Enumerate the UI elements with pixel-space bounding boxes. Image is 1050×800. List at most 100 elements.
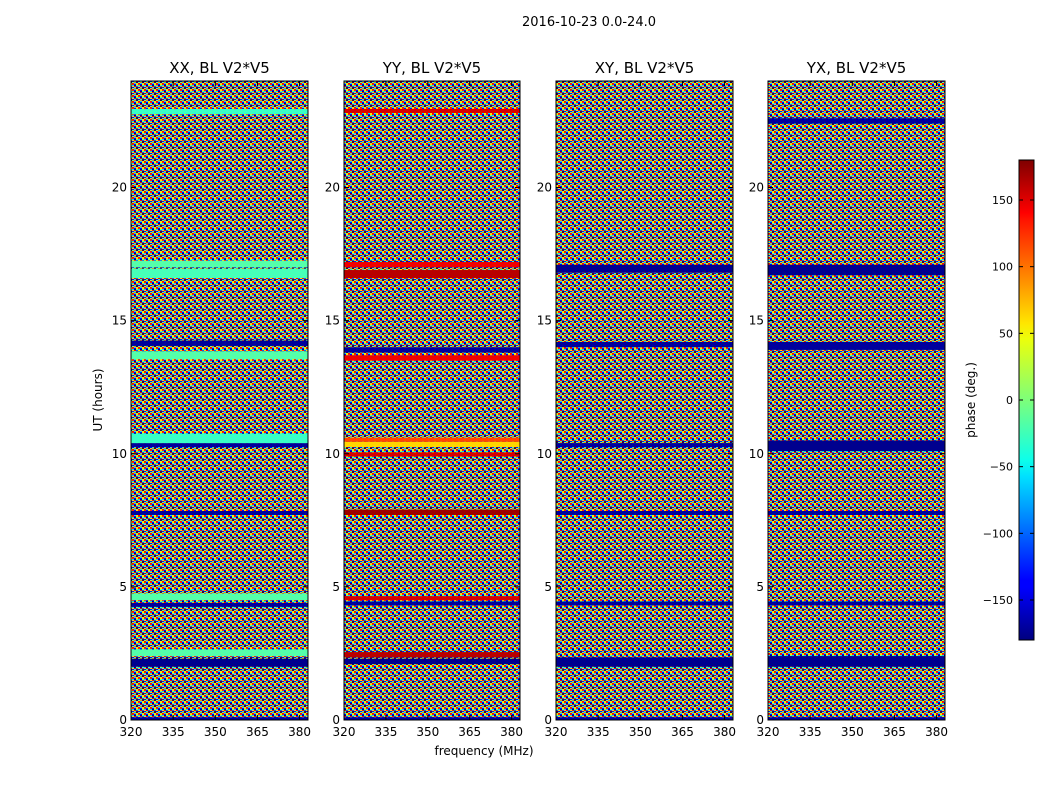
colorbar-tick-label: 50 bbox=[999, 327, 1013, 340]
x-tick-label: 335 bbox=[374, 725, 397, 739]
phase-band bbox=[768, 341, 945, 350]
x-tick-label: 365 bbox=[671, 725, 694, 739]
phase-band bbox=[131, 340, 308, 346]
panel-background bbox=[344, 81, 520, 720]
x-tick-label: 380 bbox=[500, 725, 523, 739]
phase-band bbox=[131, 443, 308, 448]
y-tick-label: 20 bbox=[112, 181, 127, 195]
phase-band bbox=[131, 510, 308, 515]
colorbar-tick-label: −50 bbox=[990, 461, 1013, 474]
x-axis: 320 335 350 365 380 bbox=[545, 81, 736, 739]
y-tick-label: 10 bbox=[112, 447, 127, 461]
x-tick-label: 365 bbox=[883, 725, 906, 739]
y-tick-label: 15 bbox=[537, 314, 552, 328]
x-tick-label: 365 bbox=[246, 725, 269, 739]
figure-suptitle: 2016-10-23 0.0-24.0 bbox=[522, 15, 656, 30]
y-tick-label: 10 bbox=[537, 447, 552, 461]
phase-band bbox=[131, 593, 308, 601]
y-tick-label: 10 bbox=[749, 447, 764, 461]
y-axis: 0 5 10 15 20 bbox=[325, 181, 520, 727]
colorbar-ticks: −150 −100 −50 0 50 100 150 bbox=[983, 194, 1034, 607]
panel-background bbox=[556, 81, 733, 720]
phase-bands bbox=[131, 108, 308, 720]
panel-yy: YY, BL V2*V5 320 335 350 365 380 0 5 10 15 20 bbox=[325, 59, 523, 739]
y-tick-label: 5 bbox=[119, 580, 127, 594]
phase-band bbox=[556, 510, 733, 515]
phase-band bbox=[344, 355, 520, 361]
colorbar-tick-label: 0 bbox=[1006, 394, 1013, 407]
phase-band bbox=[344, 437, 520, 442]
panel-xy: XY, BL V2*V5 320 335 350 365 380 0 5 10 15 20 bbox=[537, 59, 736, 739]
phase-band bbox=[344, 441, 520, 448]
phase-band bbox=[131, 649, 308, 657]
panel-yx: YX, BL V2*V5 320 335 350 365 380 0 5 10 15 20 bbox=[749, 59, 948, 739]
phase-band bbox=[344, 347, 520, 353]
x-tick-label: 380 bbox=[713, 725, 736, 739]
y-tick-label: 5 bbox=[756, 580, 764, 594]
colorbar-tick-label: −100 bbox=[983, 527, 1013, 540]
x-axis: 320 335 350 365 380 bbox=[333, 81, 523, 739]
phase-band bbox=[131, 602, 308, 607]
y-tick-label: 0 bbox=[756, 713, 764, 727]
y-tick-label: 15 bbox=[749, 314, 764, 328]
phase-band bbox=[556, 264, 733, 273]
colorbar-tick-label: 100 bbox=[992, 261, 1013, 274]
panel-frame bbox=[343, 80, 521, 721]
y-tick-label: 0 bbox=[332, 713, 340, 727]
y-tick-label: 5 bbox=[544, 580, 552, 594]
y-axis: 0 5 10 15 20 bbox=[537, 181, 733, 727]
x-tick-label: 320 bbox=[545, 725, 568, 739]
y-axis: 0 5 10 15 20 bbox=[749, 181, 945, 727]
panel-title: XX, BL V2*V5 bbox=[169, 59, 270, 77]
y-tick-label: 5 bbox=[332, 580, 340, 594]
panel-frame bbox=[767, 80, 946, 721]
phase-band bbox=[344, 658, 520, 665]
y-tick-label: 15 bbox=[112, 314, 127, 328]
phase-band bbox=[131, 260, 308, 268]
phase-band bbox=[768, 656, 945, 667]
phase-band bbox=[344, 601, 520, 606]
phase-band bbox=[344, 270, 520, 279]
y-tick-label: 20 bbox=[325, 181, 340, 195]
panel-title: XY, BL V2*V5 bbox=[595, 59, 695, 77]
y-tick-label: 20 bbox=[749, 181, 764, 195]
phase-bands bbox=[344, 108, 520, 720]
x-tick-label: 350 bbox=[416, 725, 439, 739]
phase-band bbox=[344, 262, 520, 268]
phase-band bbox=[556, 601, 733, 606]
phase-band bbox=[344, 596, 520, 601]
phase-band bbox=[768, 264, 945, 276]
phase-band bbox=[131, 351, 308, 360]
x-tick-label: 335 bbox=[799, 725, 822, 739]
x-tick-label: 335 bbox=[162, 725, 185, 739]
x-tick-label: 335 bbox=[587, 725, 610, 739]
phase-band bbox=[768, 440, 945, 452]
y-tick-label: 20 bbox=[537, 181, 552, 195]
y-tick-label: 0 bbox=[544, 713, 552, 727]
x-tick-label: 320 bbox=[333, 725, 356, 739]
y-tick-label: 0 bbox=[119, 713, 127, 727]
phase-band bbox=[768, 510, 945, 515]
phase-band bbox=[768, 601, 945, 606]
x-axis-label: frequency (MHz) bbox=[434, 744, 533, 758]
panel-background bbox=[768, 81, 945, 720]
x-tick-label: 350 bbox=[841, 725, 864, 739]
phase-band bbox=[131, 658, 308, 667]
phase-band bbox=[344, 108, 520, 113]
x-tick-label: 380 bbox=[288, 725, 311, 739]
panel-background bbox=[131, 81, 308, 720]
y-tick-label: 15 bbox=[325, 314, 340, 328]
x-axis: 320 335 350 365 380 bbox=[120, 81, 311, 739]
x-tick-label: 380 bbox=[925, 725, 948, 739]
colorbar: −150 −100 −50 0 50 100 150 phase (deg.) bbox=[964, 159, 1035, 641]
phase-band bbox=[131, 433, 308, 444]
phase-band bbox=[768, 717, 945, 720]
phase-bands bbox=[768, 118, 945, 720]
phase-bands bbox=[556, 264, 733, 720]
panel-title: YX, BL V2*V5 bbox=[806, 59, 907, 77]
colorbar-tick-label: −150 bbox=[983, 594, 1013, 607]
panel-frame bbox=[555, 80, 734, 721]
phase-band bbox=[131, 717, 308, 720]
x-tick-label: 350 bbox=[204, 725, 227, 739]
